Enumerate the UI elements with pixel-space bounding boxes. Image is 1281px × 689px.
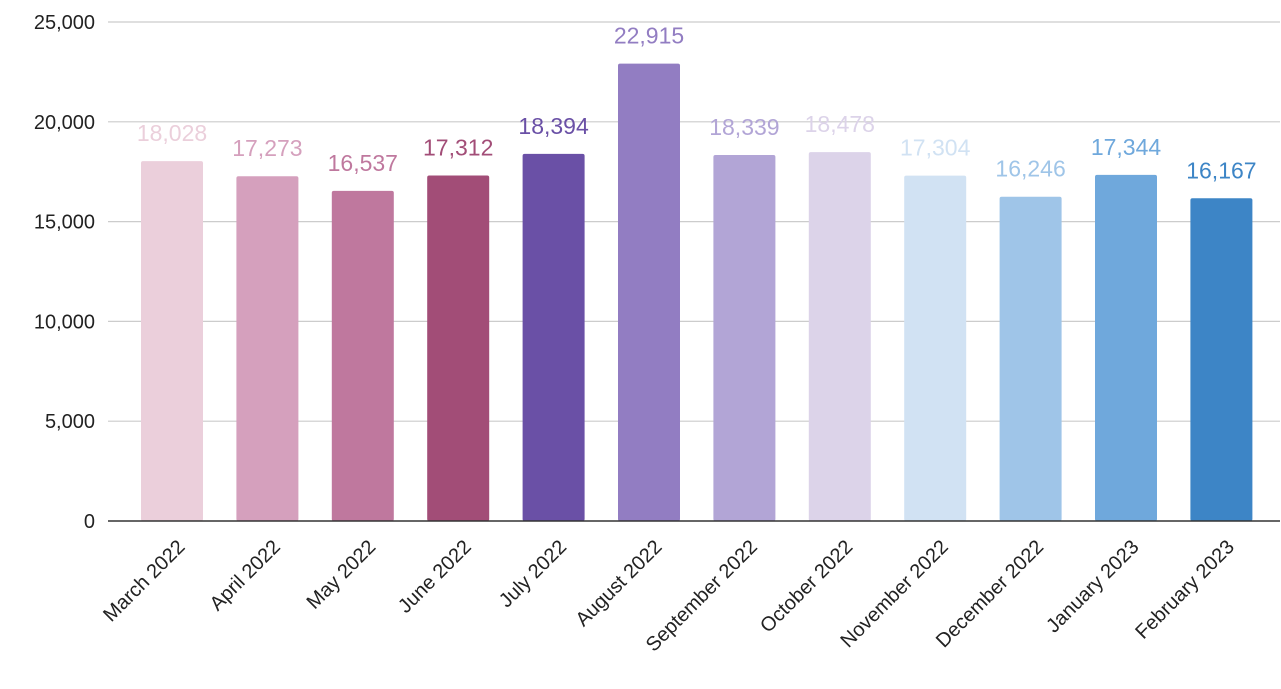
bar — [713, 154, 776, 522]
bar — [331, 190, 394, 521]
x-category-label: May 2022 — [303, 536, 381, 614]
data-label: 18,394 — [518, 113, 589, 139]
y-axis-tick-labels: 0 5,000 10,000 15,000 20,000 25,000 — [34, 12, 95, 533]
x-category-label: January 2023 — [1042, 536, 1143, 637]
data-label: 17,273 — [232, 135, 302, 161]
data-label: 18,028 — [137, 120, 207, 146]
data-labels: 18,028 17,273 16,537 17,312 18,394 22,915 18,3… — [137, 23, 1257, 184]
data-label: 18,339 — [709, 114, 779, 140]
data-label: 16,246 — [995, 156, 1065, 182]
bar — [1095, 174, 1157, 521]
bar — [904, 175, 967, 521]
x-category-label: April 2022 — [206, 536, 285, 615]
gridlines — [108, 21, 1280, 422]
bar — [999, 196, 1062, 521]
data-label: 16,167 — [1186, 157, 1256, 183]
x-category-label: October 2022 — [756, 536, 857, 637]
x-category-label: March 2022 — [99, 536, 189, 626]
y-tick-label: 20,000 — [34, 112, 95, 134]
bar — [618, 63, 680, 521]
y-tick-label: 15,000 — [34, 212, 95, 234]
y-tick-label: 10,000 — [34, 311, 95, 333]
x-axis-category-labels: March 2022 April 2022 May 2022 June 2022 Jul… — [99, 536, 1239, 656]
x-category-label: June 2022 — [394, 536, 476, 618]
data-label: 17,304 — [900, 135, 971, 161]
data-label: 17,312 — [423, 134, 493, 160]
bars — [141, 63, 1253, 522]
data-label: 16,537 — [328, 150, 398, 176]
x-category-label: August 2022 — [572, 536, 667, 631]
data-label: 22,915 — [614, 23, 684, 49]
bar — [808, 152, 871, 521]
bar — [1190, 198, 1253, 521]
bar — [236, 176, 299, 521]
x-category-label: July 2022 — [495, 536, 571, 612]
x-category-label: February 2023 — [1131, 536, 1239, 644]
bar — [522, 153, 585, 521]
bar — [427, 175, 490, 521]
y-tick-label: 5,000 — [45, 411, 95, 433]
bar — [141, 161, 203, 521]
y-tick-label: 0 — [84, 511, 95, 533]
y-tick-label: 25,000 — [34, 12, 95, 34]
data-label: 17,344 — [1091, 134, 1162, 160]
data-label: 18,478 — [805, 111, 875, 137]
